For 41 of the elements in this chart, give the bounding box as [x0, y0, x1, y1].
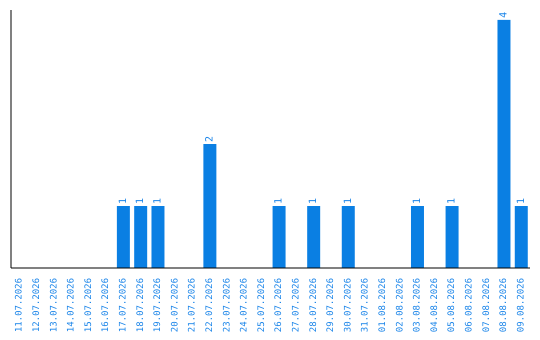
data-label: 4	[498, 12, 510, 18]
x-tick-label: 11.07.2026	[14, 278, 25, 332]
x-tick-label: 18.07.2026	[136, 278, 146, 332]
x-tick-label: 26.07.2026	[274, 278, 284, 332]
data-label: 1	[274, 198, 285, 204]
x-tick-label: 21.07.2026	[188, 278, 198, 332]
data-label: 1	[308, 198, 320, 204]
x-tick-label: 17.07.2026	[118, 278, 128, 332]
x-tick-label: 06.08.2026	[464, 278, 474, 332]
x-tick-label: 04.08.2026	[430, 278, 440, 332]
x-tick-label: 30.07.2026	[343, 278, 354, 332]
x-tick-label: 14.07.2026	[66, 278, 77, 332]
data-label: 1	[342, 198, 354, 204]
x-tick-label: 31.07.2026	[360, 278, 371, 332]
x-tick-label: 12.07.2026	[32, 278, 42, 332]
x-tick-label: 07.08.2026	[482, 278, 492, 332]
data-label: 1	[118, 198, 129, 204]
x-tick-label: 29.07.2026	[326, 278, 336, 332]
x-tick-label: 13.07.2026	[49, 278, 60, 332]
x-tick-label: 08.08.2026	[499, 278, 510, 332]
data-label: 1	[152, 198, 164, 204]
x-tick-label: 27.07.2026	[291, 278, 302, 332]
x-tick-label: 19.07.2026	[153, 278, 164, 332]
x-tick-label: 20.07.2026	[170, 278, 180, 332]
x-tick-label: 03.08.2026	[412, 278, 423, 332]
x-tick-label: 16.07.2026	[101, 278, 112, 332]
x-tick-label: 25.07.2026	[256, 278, 267, 332]
data-label: 1	[135, 198, 146, 204]
x-tick-label: 15.07.2026	[84, 278, 94, 332]
data-label: 1	[412, 198, 423, 204]
x-tick-label: 22.07.2026	[204, 278, 215, 332]
x-tick-label: 28.07.2026	[308, 278, 319, 332]
x-tick-label: 02.08.2026	[395, 278, 406, 332]
data-label: 1	[446, 198, 458, 204]
x-tick-label: 01.08.2026	[378, 278, 388, 332]
x-tick-label: 23.07.2026	[222, 278, 232, 332]
data-label: 1	[516, 198, 527, 204]
x-tick-label: 09.08.2026	[516, 278, 526, 332]
x-tick-label: 24.07.2026	[240, 278, 250, 332]
x-tick-label: 05.08.2026	[447, 278, 458, 332]
data-label: 2	[204, 136, 216, 142]
